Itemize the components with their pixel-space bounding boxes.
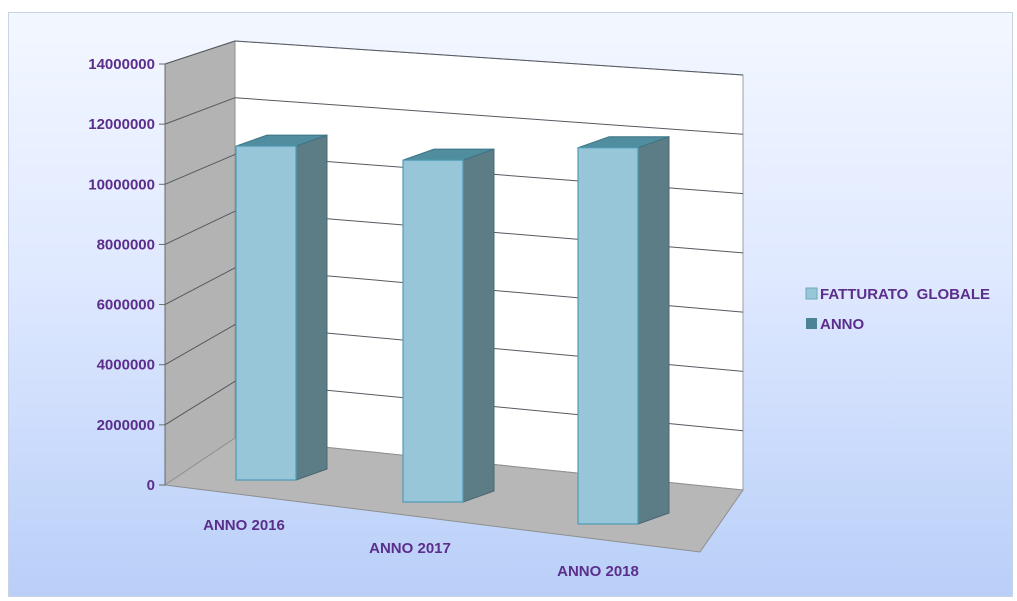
bar-front-face	[578, 148, 638, 524]
bar-front-face	[403, 160, 463, 502]
y-tick-label: 10000000	[88, 176, 155, 193]
y-tick-label: 0	[147, 477, 155, 494]
y-tick-label: 8000000	[97, 236, 155, 253]
bar-anno-2018	[578, 137, 669, 524]
x-tick-label: ANNO 2016	[203, 517, 285, 534]
y-tick-label: 14000000	[88, 56, 155, 73]
bar-side-face	[296, 135, 327, 480]
y-tick-label: 4000000	[97, 357, 155, 374]
legend-label-fatturato: FATTURATO GLOBALE	[820, 286, 990, 303]
legend-swatch-anno	[806, 318, 817, 329]
y-tick-label: 12000000	[88, 116, 155, 133]
bar-side-face	[463, 149, 494, 502]
bar-side-face	[638, 137, 669, 524]
bar-front-face	[236, 146, 296, 480]
legend: FATTURATO GLOBALE ANNO	[806, 286, 990, 333]
y-axis-ticks: 0 2000000 4000000 6000000 8000000 10000000 120…	[88, 56, 165, 494]
bar-anno-2016	[236, 135, 327, 480]
legend-label-anno: ANNO	[820, 316, 864, 333]
x-tick-label: ANNO 2017	[369, 540, 451, 557]
x-tick-label: ANNO 2018	[557, 563, 639, 580]
bar-anno-2017	[403, 149, 494, 502]
y-tick-label: 6000000	[97, 297, 155, 314]
bars	[236, 135, 669, 524]
y-tick-label: 2000000	[97, 417, 155, 434]
legend-swatch-fatturato	[806, 288, 817, 299]
